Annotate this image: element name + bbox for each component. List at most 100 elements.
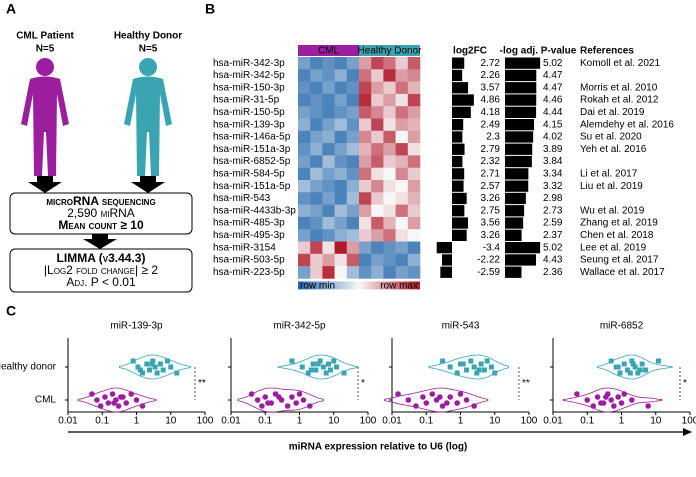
heatmap-cell (371, 180, 384, 193)
heatmap-cell (371, 143, 384, 156)
log2fc-value: 3.26 (481, 193, 501, 204)
group-header (359, 45, 420, 56)
heatmap-cell (322, 229, 335, 242)
heatmap-cell (371, 155, 384, 168)
mirna-name: hsa-miR-584-5p (213, 168, 285, 179)
data-point (105, 400, 112, 406)
heatmap-cell (322, 69, 335, 82)
data-point (594, 394, 601, 400)
data-point (413, 403, 419, 409)
pvalue-value: 2.98 (543, 193, 563, 204)
heatmap-cell (346, 216, 360, 230)
heatmap-cell (407, 81, 421, 95)
heatmap-cell (346, 130, 360, 144)
heatmap-cell (322, 192, 335, 205)
data-point (160, 367, 166, 373)
heatmap-cell (395, 106, 409, 119)
x-tick-label: 100 (682, 416, 696, 427)
patient-figure (21, 58, 69, 176)
heatmap-cell (359, 93, 372, 107)
heatmap-cell (371, 192, 384, 205)
pvalue-value: 3.89 (543, 144, 563, 155)
heatmap-cell (395, 253, 409, 267)
data-point (137, 367, 143, 373)
reference: Yeh et al. 2016 (580, 144, 647, 155)
chart-title: miR-543 (442, 321, 480, 332)
x-tick-label: 1 (619, 416, 625, 427)
data-point (341, 370, 347, 376)
x-tick-label: 100 (360, 416, 377, 427)
pvalue-bar (505, 217, 524, 229)
heatmap-cell (383, 81, 396, 95)
pvalue-bar (505, 266, 522, 278)
step-text: LIMMA (v3.44.3) (57, 251, 146, 265)
heatmap-cell (334, 167, 348, 181)
heatmap-cell (334, 118, 348, 132)
heatmap-cell (334, 241, 348, 255)
data-point (627, 370, 633, 376)
heatmap-cell (407, 216, 421, 230)
violin (597, 354, 673, 380)
mirna-name: hsa-miR-3154 (213, 242, 276, 253)
heatmap-cell (334, 253, 348, 267)
data-point (94, 397, 100, 403)
reference: Li et al. 2017 (580, 168, 638, 179)
pvalue-bar (505, 168, 529, 180)
data-point (476, 367, 482, 373)
x-tick-label: 0.1 (95, 416, 109, 427)
x-tick-label: 1 (297, 416, 303, 427)
data-point (118, 394, 124, 400)
heatmap-cell (407, 266, 421, 279)
x-tick-label: 0.1 (419, 416, 433, 427)
mirna-name: hsa-miR-31-5p (213, 95, 280, 106)
data-point (423, 400, 430, 406)
heatmap-cell (395, 266, 409, 279)
heatmap-cell (322, 118, 335, 132)
reference: Zhang et al. 2019 (580, 218, 658, 229)
heatmap-cell (322, 155, 335, 168)
x-tick-label: 1 (134, 416, 140, 427)
data-point (611, 403, 617, 409)
data-point (645, 403, 651, 409)
heatmap-cell (310, 180, 323, 193)
heatmap-cell (395, 118, 409, 132)
heatmap-cell (383, 143, 396, 156)
log2fc-bar (452, 94, 474, 106)
heatmap-cell (298, 155, 311, 168)
pvalue-value: 2.59 (543, 218, 563, 229)
heatmap-cell (383, 106, 396, 119)
data-point (317, 358, 323, 364)
heatmap-cell (407, 130, 421, 144)
data-point (488, 364, 494, 370)
heatmap-cell (334, 192, 348, 205)
data-point (139, 403, 146, 409)
data-point (149, 361, 155, 367)
data-point (492, 370, 498, 376)
heatmap-cell (310, 167, 323, 181)
heatmap-cell (371, 81, 384, 95)
mirna-name: hsa-miR-139-3p (213, 119, 285, 130)
heatmap-cell (359, 118, 372, 132)
heatmap-cell (407, 229, 421, 242)
heatmap-cell (322, 266, 335, 279)
data-point (320, 364, 326, 370)
heatmap-cell (407, 57, 421, 70)
heatmap-cell (310, 81, 323, 95)
group-n: N=5 (139, 44, 158, 55)
heatmap-cell (359, 241, 372, 255)
heatmap-cell (298, 106, 311, 119)
chart-title: miR-139-3p (110, 321, 163, 332)
heatmap-cell (383, 204, 396, 218)
heatmap-cell (359, 69, 372, 82)
x-tick-label: 0.01 (382, 416, 402, 427)
pvalue-value: 2.73 (543, 205, 563, 216)
heatmap-cell (407, 106, 421, 119)
group-header (298, 45, 359, 56)
heatmap-cell (395, 155, 409, 168)
mirna-name: hsa-miR-223-5p (213, 267, 285, 278)
data-point (308, 367, 314, 373)
heatmap-cell (395, 93, 409, 107)
heatmap-cell (383, 241, 396, 255)
reference: Wallace et al. 2017 (580, 267, 665, 278)
